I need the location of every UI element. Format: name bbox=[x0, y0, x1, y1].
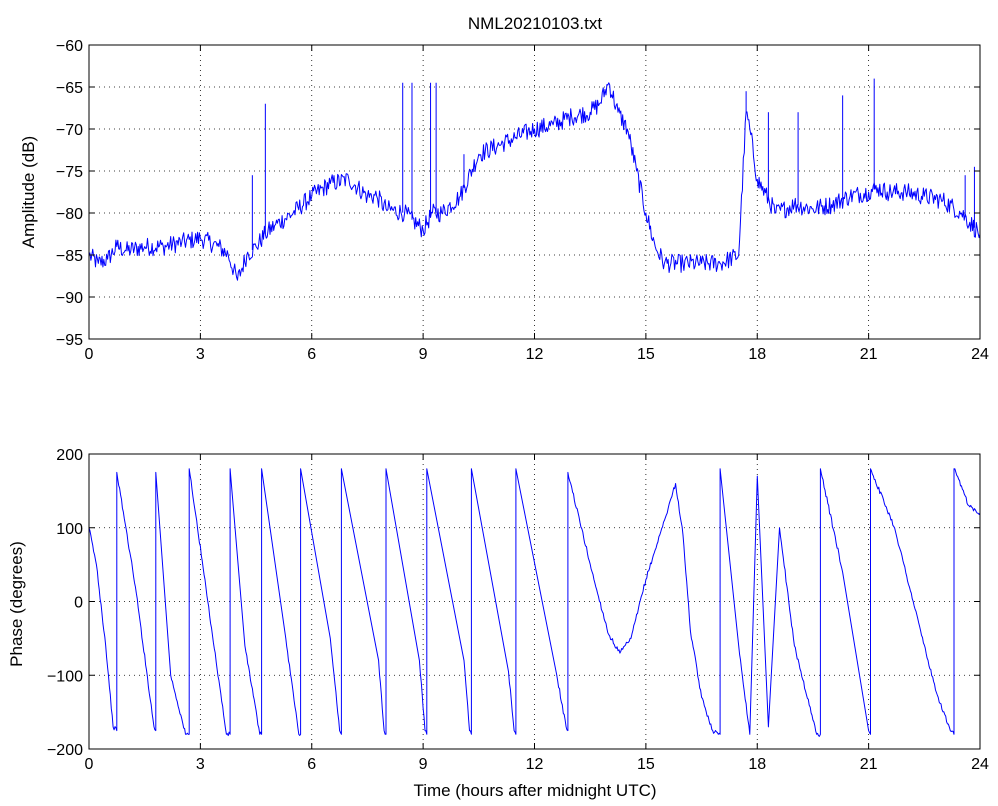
y-tick-label: −95 bbox=[56, 332, 83, 349]
x-tick-label: 3 bbox=[196, 756, 205, 773]
x-tick-label: 6 bbox=[307, 756, 316, 773]
y-tick-label: −80 bbox=[56, 206, 83, 223]
x-tick-label: 12 bbox=[526, 756, 544, 773]
amplitude-ticks: 0 3 6 9 12 15 18 21 24 −95 −90 −85 −80 −75 −70 −65 −60 bbox=[56, 38, 989, 363]
amplitude-traces bbox=[88, 78, 981, 281]
y-tick-label: −75 bbox=[56, 164, 83, 181]
y-tick-label: −90 bbox=[56, 290, 83, 307]
amplitude-plot-frame bbox=[88, 44, 981, 340]
y-tick-label: 200 bbox=[56, 447, 83, 464]
amplitude-y-axis-label: Amplitude (dB) bbox=[19, 136, 38, 248]
y-tick-label: −70 bbox=[56, 122, 83, 139]
x-tick-label: 0 bbox=[85, 756, 94, 773]
x-tick-label: 18 bbox=[748, 346, 766, 363]
time-x-axis-label: Time (hours after midnight UTC) bbox=[413, 781, 656, 800]
x-tick-label: 6 bbox=[307, 346, 316, 363]
y-tick-label: −100 bbox=[47, 668, 83, 685]
y-tick-label: −200 bbox=[47, 742, 83, 759]
x-tick-label: 12 bbox=[526, 346, 544, 363]
amplitude-trace bbox=[88, 82, 981, 281]
chart-title: NML20210103.txt bbox=[468, 14, 602, 33]
phase-ticks: 0 3 6 9 12 15 18 21 24 −200 −100 0 100 200 bbox=[47, 447, 989, 773]
amplitude-chart: NML20210103.txt Amplitude (dB) 0 3 6 9 12 15 1… bbox=[19, 14, 989, 363]
phase-chart: Phase (degrees) Time (hours after midnig… bbox=[7, 447, 989, 800]
phase-trace bbox=[88, 468, 981, 737]
x-tick-label: 9 bbox=[419, 756, 428, 773]
x-tick-label: 18 bbox=[748, 756, 766, 773]
x-tick-label: 21 bbox=[860, 346, 878, 363]
amplitude-grid bbox=[89, 45, 980, 339]
x-tick-label: 9 bbox=[419, 346, 428, 363]
x-tick-label: 15 bbox=[637, 346, 655, 363]
y-tick-label: 100 bbox=[56, 521, 83, 538]
phase-grid bbox=[89, 454, 980, 749]
x-tick-label: 0 bbox=[85, 346, 94, 363]
y-tick-label: −60 bbox=[56, 38, 83, 55]
y-tick-label: 0 bbox=[74, 595, 83, 612]
y-tick-label: −65 bbox=[56, 80, 83, 97]
x-tick-label: 15 bbox=[637, 756, 655, 773]
x-tick-label: 24 bbox=[971, 756, 989, 773]
x-tick-label: 21 bbox=[860, 756, 878, 773]
x-tick-label: 24 bbox=[971, 346, 989, 363]
phase-traces bbox=[88, 468, 981, 737]
x-tick-label: 3 bbox=[196, 346, 205, 363]
phase-y-axis-label: Phase (degrees) bbox=[7, 541, 26, 667]
y-tick-label: −85 bbox=[56, 248, 83, 265]
